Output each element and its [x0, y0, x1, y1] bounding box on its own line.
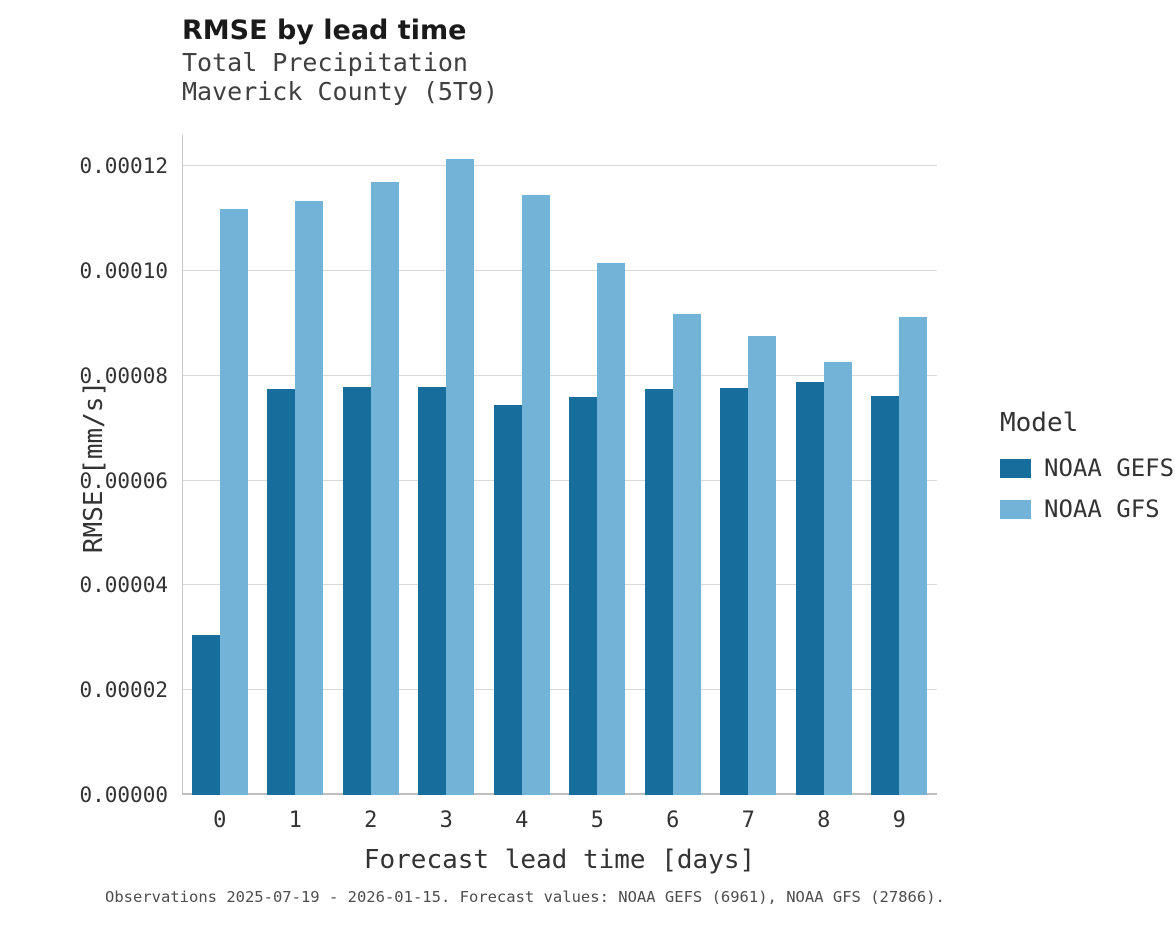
y-tick-label: 0.00002: [79, 678, 168, 703]
x-tick-label: 1: [288, 808, 302, 833]
bar-noaa-gefs-day-5: [569, 397, 598, 795]
caption: Observations 2025-07-19 - 2026-01-15. Fo…: [105, 888, 945, 906]
bar-noaa-gefs-day-2: [342, 386, 371, 795]
x-tick-label: 8: [817, 808, 831, 833]
bar-noaa-gfs-day-2: [370, 181, 399, 795]
bar-noaa-gfs-day-9: [899, 316, 928, 795]
bar-noaa-gfs-day-6: [672, 313, 701, 795]
chart-subtitle-line1: Total Precipitation: [182, 48, 468, 77]
gridline: [182, 689, 937, 691]
legend-entry-gfs: NOAA GFS: [1000, 495, 1174, 523]
bar-noaa-gfs-day-3: [446, 158, 475, 795]
bar-noaa-gefs-day-9: [871, 396, 900, 795]
y-tick-label: 0.00010: [79, 259, 168, 284]
bar-noaa-gefs-day-8: [795, 382, 824, 795]
legend-label-gfs: NOAA GFS: [1044, 495, 1160, 523]
legend: Model NOAA GEFS NOAA GFS: [1000, 408, 1174, 536]
y-tick-label: 0.00008: [79, 363, 168, 388]
x-tick-label: 2: [364, 808, 378, 833]
bar-noaa-gfs-day-0: [219, 209, 248, 795]
bar-noaa-gefs-day-0: [191, 635, 220, 795]
gridline: [182, 270, 937, 272]
gridline: [182, 165, 937, 167]
bar-noaa-gefs-day-6: [644, 389, 673, 795]
chart-title: RMSE by lead time: [182, 15, 467, 46]
legend-label-gefs: NOAA GEFS: [1044, 454, 1175, 482]
legend-entry-gefs: NOAA GEFS: [1000, 454, 1174, 482]
x-tick-label: 7: [741, 808, 755, 833]
bar-noaa-gefs-day-7: [720, 388, 749, 795]
bar-noaa-gefs-day-3: [418, 386, 447, 795]
bar-noaa-gfs-day-5: [597, 262, 626, 795]
gridline: [182, 374, 937, 376]
x-axis-spine: [182, 793, 937, 795]
x-axis-label: Forecast lead time [days]: [363, 845, 756, 875]
bar-noaa-gfs-day-7: [748, 335, 777, 795]
legend-swatch-gefs: [1000, 458, 1031, 478]
x-tick-label: 6: [666, 808, 680, 833]
y-tick-label: 0.00004: [79, 573, 168, 598]
x-tick-label: 5: [590, 808, 604, 833]
legend-title: Model: [1000, 408, 1079, 438]
title-block: RMSE by lead time Total Precipitation Ma…: [182, 14, 498, 106]
y-tick-label: 0.00012: [79, 154, 168, 179]
bar-noaa-gfs-day-8: [823, 362, 852, 795]
x-tick-label: 9: [892, 808, 906, 833]
x-tick-label: 3: [439, 808, 453, 833]
bar-noaa-gefs-day-1: [267, 389, 296, 795]
bar-noaa-gfs-day-4: [521, 194, 550, 795]
x-tick-label: 0: [213, 808, 227, 833]
gridline: [182, 479, 937, 481]
y-tick-label: 0.00006: [79, 468, 168, 493]
plot-area: [182, 135, 937, 795]
legend-swatch-gfs: [1000, 499, 1031, 519]
x-tick-label: 4: [515, 808, 529, 833]
y-axis-spine: [182, 135, 183, 795]
bar-noaa-gfs-day-1: [295, 201, 324, 795]
y-tick-label: 0.00000: [79, 783, 168, 807]
chart-subtitle-line2: Maverick County (5T9): [182, 77, 499, 106]
bar-noaa-gefs-day-4: [493, 405, 522, 795]
gridline: [182, 584, 937, 586]
